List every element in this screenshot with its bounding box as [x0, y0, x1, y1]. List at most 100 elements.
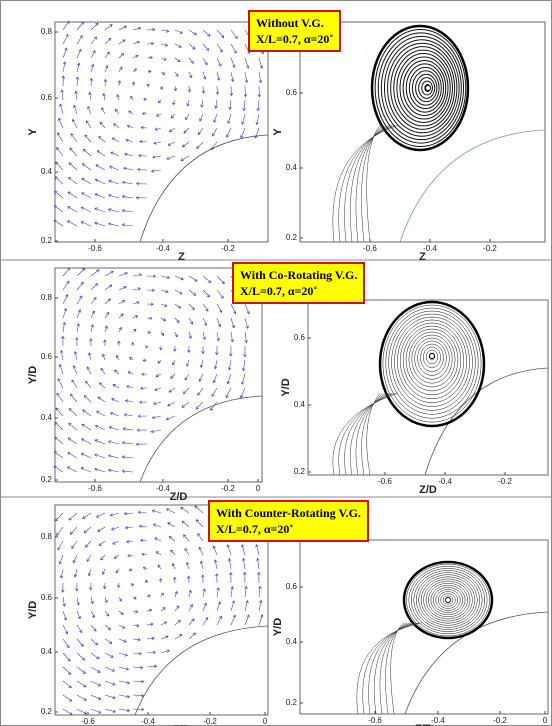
- velocity-vector: [99, 121, 106, 129]
- velocity-vector: [185, 561, 190, 570]
- velocity-vector: [216, 303, 223, 313]
- velocity-vector: [188, 589, 192, 598]
- velocity-vector: [90, 610, 95, 618]
- streamline: [430, 584, 466, 616]
- body-surface: [399, 129, 546, 243]
- streamline: [435, 589, 461, 611]
- velocity-vector: [174, 57, 181, 63]
- velocity-vector: [90, 296, 97, 305]
- streamline: [394, 316, 470, 407]
- velocity-vector: [225, 387, 232, 398]
- velocity-vector: [154, 537, 162, 542]
- velocity-vector: [198, 546, 204, 556]
- velocity-vector: [146, 622, 154, 627]
- velocity-vector: [199, 359, 204, 368]
- velocity-vector: [195, 401, 204, 410]
- velocity-vector: [174, 331, 178, 338]
- velocity-vector: [73, 104, 78, 115]
- velocity-vector: [104, 638, 113, 644]
- velocity-vector: [62, 20, 70, 31]
- velocity-vector: [170, 373, 176, 379]
- streamline-plot: -0.6 -0.4 -0.2 0.6 0.4 0.2 Z Y: [272, 21, 546, 263]
- velocity-vector: [54, 176, 64, 185]
- y-tick-label: 0.6: [294, 333, 306, 342]
- velocity-vector: [202, 616, 209, 626]
- streamline-plot: -0.6 -0.4 -0.2 0.6 0.4 0.2 Z/D Y/D: [280, 299, 549, 496]
- velocity-vector: [118, 624, 126, 629]
- velocity-vector: [188, 43, 196, 50]
- velocity-vector: [216, 317, 222, 328]
- velocity-vector: [132, 68, 137, 73]
- x-tick-label: -0.4: [156, 484, 170, 493]
- velocity-vector: [104, 284, 113, 291]
- velocity-vector: [103, 582, 107, 589]
- velocity-vector: [185, 113, 190, 121]
- velocity-vector: [104, 652, 114, 658]
- velocity-vector: [188, 57, 194, 64]
- velocity-vector: [180, 155, 190, 162]
- velocity-vector: [227, 359, 232, 371]
- streamline: [425, 580, 471, 620]
- velocity-vector: [226, 127, 232, 138]
- velocity-vector: [132, 623, 140, 628]
- streamline: [399, 322, 465, 400]
- velocity-vector: [67, 220, 78, 227]
- streamline: [396, 53, 451, 123]
- velocity-vector: [57, 132, 64, 143]
- velocity-vector: [132, 40, 140, 45]
- velocity-vector: [90, 310, 95, 319]
- velocity-vector: [122, 427, 134, 431]
- velocity-vector: [89, 582, 93, 591]
- velocity-vector: [88, 91, 92, 101]
- velocity-vector: [81, 438, 92, 445]
- velocity-vector: [96, 410, 106, 417]
- velocity-vector: [108, 208, 120, 213]
- velocity-vector: [146, 302, 154, 306]
- velocity-vector: [183, 534, 190, 542]
- velocity-vector: [76, 694, 87, 701]
- velocity-vector: [160, 592, 164, 598]
- velocity-vector: [59, 103, 64, 115]
- velocity-vector: [108, 454, 120, 459]
- velocity-vector: [135, 196, 148, 200]
- velocity-vector: [127, 554, 134, 558]
- velocity-vector: [241, 544, 246, 556]
- velocity-vector: [114, 369, 120, 375]
- velocity-vector: [187, 345, 191, 353]
- velocity-vector: [80, 452, 92, 459]
- velocity-vector: [216, 601, 221, 612]
- velocity-vector: [87, 106, 92, 115]
- velocity-vector: [229, 85, 234, 96]
- velocity-vector: [104, 270, 114, 277]
- velocity-vector: [132, 693, 145, 698]
- streamline: [418, 574, 478, 626]
- velocity-vector: [244, 600, 249, 612]
- velocity-vector: [104, 708, 116, 713]
- streamline: [338, 392, 396, 476]
- velocity-vector: [81, 163, 92, 171]
- velocity-vector: [159, 85, 164, 90]
- velocity-vector: [104, 325, 108, 333]
- x-tick-label: -0.4: [438, 477, 452, 486]
- velocity-vector: [146, 636, 155, 641]
- velocity-vector: [104, 666, 115, 672]
- velocity-vector: [62, 652, 71, 662]
- velocity-vector: [257, 85, 262, 98]
- streamline: [405, 328, 459, 392]
- velocity-vector: [55, 407, 64, 417]
- x-tick-label: -0.2: [221, 484, 235, 493]
- velocity-vector: [160, 43, 168, 47]
- velocity-vector: [62, 624, 69, 635]
- streamline: [361, 393, 384, 476]
- streamline: [423, 346, 441, 368]
- velocity-vector: [153, 141, 162, 145]
- velocity-vector: [76, 21, 85, 31]
- velocity-vector: [132, 26, 142, 31]
- velocity-vector: [62, 694, 73, 702]
- velocity-vector: [150, 429, 162, 434]
- velocity-vector: [57, 378, 64, 389]
- body-surface: [134, 625, 269, 716]
- velocity-vector: [71, 540, 78, 549]
- velocity-vector: [68, 422, 78, 431]
- x-axis-label: Z/D: [170, 491, 188, 503]
